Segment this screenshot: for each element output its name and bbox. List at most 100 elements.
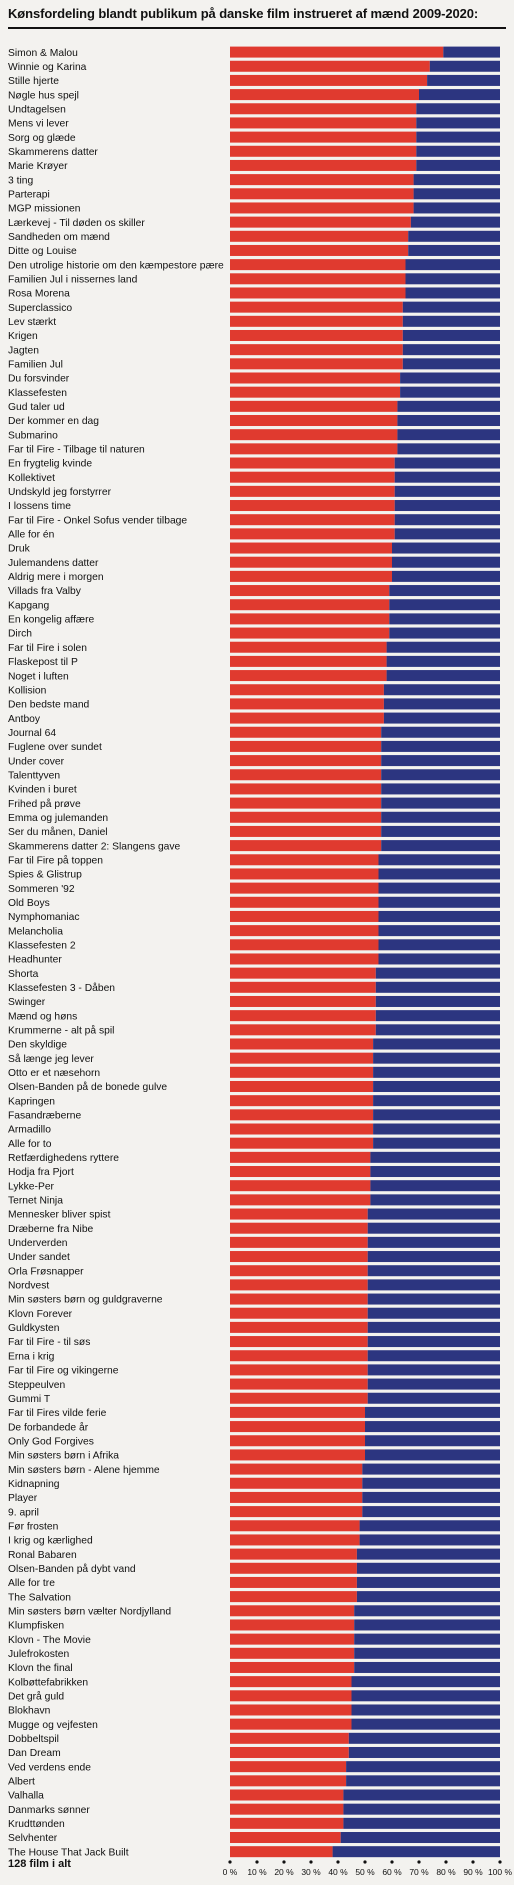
film-label: Kvinden i buret	[8, 785, 77, 796]
film-label: Klassefesten 2	[8, 940, 76, 951]
male-bar	[381, 825, 500, 837]
x-tick-label: 70 %	[409, 1867, 429, 1877]
film-label: Dræberne fra Nibe	[8, 1224, 94, 1235]
x-tick-label: 80 %	[436, 1867, 456, 1877]
female-bar	[230, 60, 430, 72]
female-bar	[230, 755, 382, 767]
film-label: Parterapi	[8, 189, 50, 200]
male-bar	[413, 174, 500, 186]
film-label: Erna i krig	[8, 1351, 55, 1362]
female-bar	[230, 783, 382, 795]
female-bar	[230, 1477, 363, 1489]
film-label: Skammerens datter 2: Slangens gave	[8, 841, 181, 852]
x-tick-mark	[228, 1860, 232, 1864]
film-label: Melancholia	[8, 926, 63, 937]
male-bar	[408, 230, 500, 242]
film-label: Orla Frøsnapper	[8, 1266, 84, 1277]
film-label: Guldkysten	[8, 1323, 60, 1334]
male-bar	[394, 457, 500, 469]
female-bar	[230, 854, 379, 866]
female-bar	[230, 287, 406, 299]
film-label: Hodja fra Pjort	[8, 1167, 74, 1178]
film-label: Klassefesten	[8, 388, 67, 399]
female-bar	[230, 1732, 349, 1744]
female-bar	[230, 1279, 368, 1291]
film-label: Villads fra Valby	[8, 586, 82, 597]
male-bar	[373, 1095, 500, 1107]
male-bar	[378, 896, 500, 908]
female-bar	[230, 1676, 352, 1688]
female-bar	[230, 471, 395, 483]
female-bar	[230, 1151, 371, 1163]
male-bar	[351, 1718, 500, 1730]
film-label: Swinger	[8, 997, 46, 1008]
female-bar	[230, 953, 379, 965]
male-bar	[381, 811, 500, 823]
film-label: Far til Fire - Tilbage til naturen	[8, 445, 145, 456]
title-rule	[8, 27, 506, 29]
film-label: Før frosten	[8, 1521, 59, 1532]
male-bar	[362, 1506, 500, 1518]
male-bar	[394, 500, 500, 512]
film-label: The House That Jack Built	[8, 1847, 129, 1858]
film-label: Danmarks sønner	[8, 1805, 90, 1816]
male-bar	[397, 400, 500, 412]
x-tick-label: 20 %	[274, 1867, 294, 1877]
male-bar	[381, 783, 500, 795]
male-bar	[354, 1633, 500, 1645]
male-bar	[392, 556, 500, 568]
male-bar	[378, 953, 500, 965]
male-bar	[346, 1761, 500, 1773]
male-bar	[354, 1605, 500, 1617]
film-label: The Salvation	[8, 1592, 71, 1603]
male-bar	[365, 1421, 500, 1433]
female-bar	[230, 514, 395, 526]
film-label: Klovn - The Movie	[8, 1635, 91, 1646]
film-label: Ternet Ninja	[8, 1196, 63, 1207]
male-bar	[400, 372, 500, 384]
film-label: Under cover	[8, 756, 65, 767]
male-bar	[375, 967, 500, 979]
male-bar	[405, 287, 500, 299]
male-bar	[389, 627, 500, 639]
film-label: Undtagelsen	[8, 104, 66, 115]
film-label: 9. april	[8, 1507, 39, 1518]
x-tick-label: 60 %	[382, 1867, 402, 1877]
female-bar	[230, 1520, 360, 1532]
female-bar	[230, 1435, 365, 1447]
film-label: Kollektivet	[8, 473, 55, 484]
film-label: Jagten	[8, 345, 39, 356]
female-bar	[230, 1605, 355, 1617]
film-label: Blokhavn	[8, 1706, 51, 1717]
female-bar	[230, 1704, 352, 1716]
male-bar	[332, 1846, 500, 1858]
female-bar	[230, 1166, 371, 1178]
film-label: Alle for én	[8, 530, 55, 541]
male-bar	[400, 386, 500, 398]
female-bar	[230, 1392, 368, 1404]
male-bar	[392, 542, 500, 554]
male-bar	[348, 1732, 500, 1744]
female-bar	[230, 556, 392, 568]
male-bar	[340, 1832, 500, 1844]
female-bar	[230, 216, 411, 228]
female-bar	[230, 358, 403, 370]
male-bar	[416, 131, 500, 143]
female-bar	[230, 981, 376, 993]
film-label: Nordvest	[8, 1281, 49, 1292]
x-tick-mark	[390, 1860, 394, 1864]
film-label: Den skyldige	[8, 1040, 67, 1051]
male-bar	[402, 315, 500, 327]
film-label: Fuglene over sundet	[8, 742, 102, 753]
female-bar	[230, 1194, 371, 1206]
film-label: Kidnapning	[8, 1479, 60, 1490]
female-bar	[230, 400, 398, 412]
x-tick-mark	[417, 1860, 421, 1864]
film-label: Sorg og glæde	[8, 133, 76, 144]
film-label: Min søsters børn - Alene hjemme	[8, 1465, 160, 1476]
female-bar	[230, 684, 384, 696]
female-bar	[230, 485, 395, 497]
male-bar	[362, 1491, 500, 1503]
female-bar	[230, 188, 414, 200]
male-bar	[381, 726, 500, 738]
